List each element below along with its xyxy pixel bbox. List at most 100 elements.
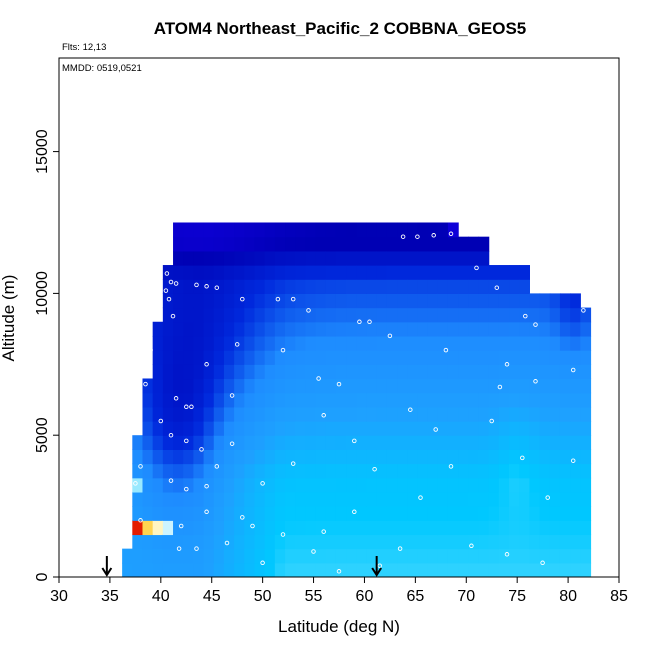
heatmap-cell bbox=[183, 477, 194, 493]
heatmap-cell bbox=[356, 350, 368, 365]
observation-point bbox=[229, 441, 235, 446]
heatmap-cell bbox=[295, 364, 306, 380]
observation-point bbox=[214, 464, 220, 469]
heatmap-cell bbox=[173, 378, 184, 394]
heatmap-cell bbox=[346, 491, 357, 507]
heatmap-cell bbox=[539, 491, 551, 507]
heatmap-cell bbox=[335, 364, 347, 380]
heatmap-cell bbox=[335, 335, 347, 351]
observation-point bbox=[164, 271, 170, 276]
heatmap-cell bbox=[437, 491, 449, 507]
heatmap-cell bbox=[244, 222, 256, 238]
heatmap-cell bbox=[468, 321, 480, 337]
heatmap-cell bbox=[559, 335, 571, 351]
heatmap-cell bbox=[397, 335, 408, 351]
x-tick-label: 65 bbox=[406, 588, 424, 605]
heatmap-cell bbox=[213, 421, 225, 436]
heatmap-cell bbox=[437, 265, 449, 280]
heatmap-cell bbox=[152, 364, 164, 380]
heatmap-cell bbox=[458, 520, 469, 536]
heatmap-cell bbox=[509, 321, 520, 337]
heatmap-cell bbox=[315, 392, 327, 408]
heatmap-cell bbox=[132, 491, 144, 507]
heatmap-cell bbox=[203, 520, 215, 536]
heatmap-cell bbox=[468, 449, 480, 465]
heatmap-cell bbox=[254, 406, 266, 422]
heatmap-cell bbox=[498, 335, 510, 351]
heatmap-cell bbox=[142, 491, 154, 507]
heatmap-cell bbox=[285, 293, 296, 309]
observation-point bbox=[418, 495, 423, 500]
observation-point bbox=[199, 447, 204, 452]
heatmap-cell bbox=[447, 562, 459, 577]
heatmap-cell bbox=[213, 350, 225, 365]
heatmap-cell bbox=[264, 392, 276, 408]
heatmap-cell bbox=[539, 321, 551, 337]
heatmap-cell bbox=[264, 236, 276, 252]
heatmap-cell bbox=[315, 222, 327, 238]
heatmap-cell bbox=[264, 350, 276, 365]
heatmap-cell bbox=[519, 562, 530, 577]
heatmap-cell bbox=[356, 562, 368, 577]
heatmap-cell bbox=[417, 392, 429, 408]
heatmap-cell bbox=[447, 534, 459, 550]
heatmap-cell bbox=[529, 506, 541, 521]
heatmap-cell bbox=[447, 307, 459, 323]
heatmap-cell bbox=[132, 477, 144, 493]
observation-point bbox=[504, 362, 510, 367]
observation-point bbox=[523, 313, 528, 319]
heatmap-cell bbox=[447, 250, 459, 266]
observation-point bbox=[214, 285, 220, 290]
observation-point bbox=[474, 265, 479, 271]
heatmap-cell bbox=[203, 307, 215, 323]
heatmap-cell bbox=[366, 236, 378, 252]
heatmap-cell bbox=[325, 491, 337, 507]
heatmap-cell bbox=[305, 378, 317, 394]
heatmap-cell bbox=[162, 406, 174, 422]
heatmap-cell bbox=[193, 520, 205, 536]
observation-point bbox=[194, 282, 199, 288]
heatmap-cell bbox=[152, 350, 164, 365]
heatmap-cell bbox=[468, 350, 480, 365]
heatmap-cell bbox=[539, 477, 551, 493]
x-axis: 30 35 40 45 50 55 60 65 70 75 80 85 bbox=[50, 576, 628, 605]
heatmap-cell bbox=[285, 236, 296, 252]
heatmap-cell bbox=[325, 421, 337, 436]
heatmap-cell bbox=[173, 491, 184, 507]
heatmap-cell bbox=[366, 378, 378, 394]
heatmap-cell bbox=[183, 520, 194, 536]
heatmap-cell bbox=[325, 265, 337, 280]
heatmap-cell bbox=[570, 321, 581, 337]
heatmap-cell bbox=[559, 449, 571, 465]
heatmap-cell bbox=[142, 392, 154, 408]
heatmap-cell bbox=[509, 491, 520, 507]
heatmap-cell bbox=[142, 506, 154, 521]
heatmap-cell bbox=[397, 321, 408, 337]
heatmap-cell bbox=[223, 435, 235, 450]
heatmap-cell bbox=[488, 435, 500, 450]
heatmap-cell bbox=[427, 435, 439, 450]
heatmap-cell bbox=[488, 307, 500, 323]
heatmap-cell bbox=[366, 279, 378, 294]
heatmap-cell bbox=[132, 435, 144, 450]
heatmap-cell bbox=[183, 534, 194, 550]
heatmap-cell bbox=[417, 378, 429, 394]
heatmap-cell bbox=[509, 350, 520, 365]
heatmap-cell bbox=[193, 378, 205, 394]
heatmap-cell bbox=[295, 406, 306, 422]
heatmap-cell bbox=[427, 236, 439, 252]
heatmap-cell bbox=[183, 307, 194, 323]
heatmap-cell bbox=[234, 222, 245, 238]
heatmap-cell bbox=[193, 392, 205, 408]
heatmap-cell bbox=[254, 321, 266, 337]
heatmap-cell bbox=[417, 562, 429, 577]
heatmap-cell bbox=[193, 279, 205, 294]
heatmap-cell bbox=[335, 534, 347, 550]
heatmap-cell bbox=[397, 534, 408, 550]
heatmap-cell bbox=[397, 562, 408, 577]
heatmap-cell bbox=[519, 548, 530, 564]
heatmap-cell bbox=[478, 477, 490, 493]
flights-annotation: Flts: 12,13 bbox=[62, 42, 106, 53]
observation-point bbox=[489, 418, 494, 424]
heatmap-cell bbox=[427, 265, 439, 280]
